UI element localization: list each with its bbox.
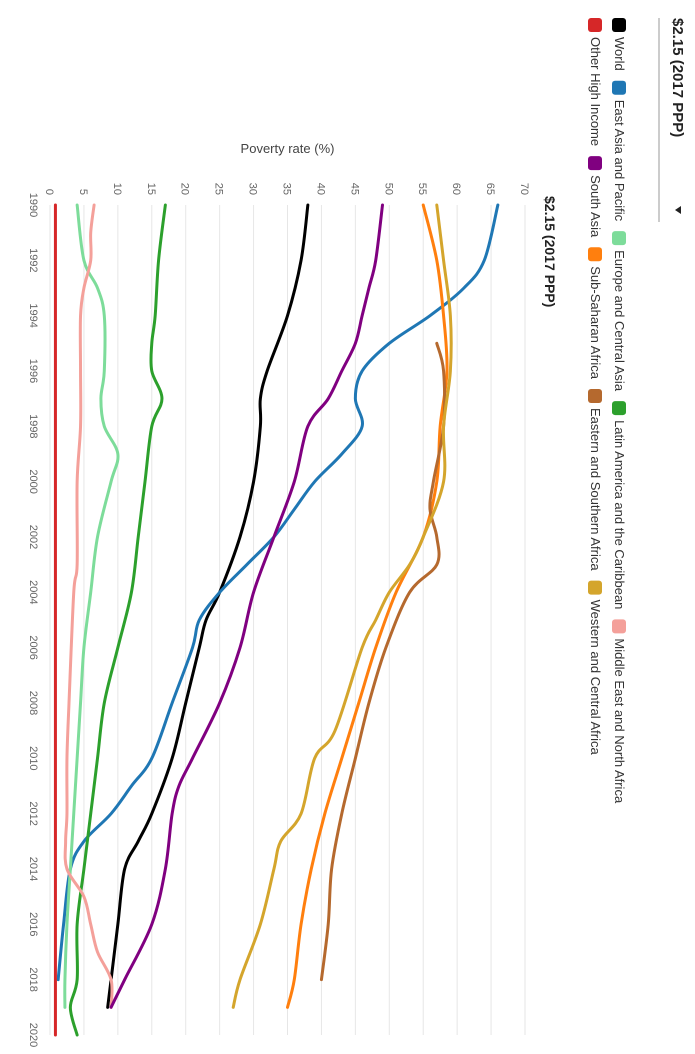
legend-label[interactable]: Western and Central Africa [588,600,603,756]
y-tick-label: 15 [145,183,157,195]
y-tick-label: 25 [213,183,225,195]
legend-swatch [588,389,602,403]
x-tick-label: 2000 [27,469,39,493]
legend-swatch [612,401,626,416]
legend-swatch [612,80,626,95]
legend-swatch [588,156,602,171]
legend-label[interactable]: Other High Income [588,37,603,146]
series-line[interactable] [109,203,384,1009]
indicator-dropdown[interactable]: $2.15 (2017 PPP) [658,18,686,222]
dropdown-selected-value: $2.15 (2017 PPP) [669,18,686,137]
y-tick-label: 5 [77,189,89,195]
caret-down-icon[interactable] [675,206,681,214]
y-axis-label: Poverty rate (%) [241,141,335,156]
series-line[interactable] [286,203,449,1009]
x-tick-label: 1992 [27,248,39,272]
series-line[interactable] [231,203,453,1009]
x-tick-label: 2002 [27,525,39,549]
x-tick-label: 2006 [27,635,39,659]
series-line[interactable] [63,203,120,1009]
x-tick-label: 1996 [27,359,39,383]
legend-label[interactable]: Europe and Central Asia [612,250,627,392]
legend-label[interactable]: South Asia [588,175,603,238]
x-tick-label: 2012 [27,801,39,825]
legend-swatch [612,18,626,32]
series-line[interactable] [56,203,500,982]
y-tick-label: 30 [247,183,259,195]
legend-swatch [588,580,602,595]
legend-label[interactable]: Latin America and the Caribbean [612,420,627,609]
series-line[interactable] [319,341,447,982]
y-tick-label: 35 [281,183,293,195]
legend-swatch [588,18,602,32]
series-line[interactable] [106,203,310,1009]
x-tick-label: 2014 [27,857,39,881]
legend-label[interactable]: Middle East and North Africa [612,638,627,804]
x-tick-label: 2018 [27,967,39,991]
x-tick-label: 2004 [27,580,39,604]
x-tick-label: 2016 [27,912,39,936]
y-tick-label: 45 [348,183,360,195]
x-tick-label: 2010 [27,746,39,770]
y-tick-label: 40 [314,183,326,195]
legend-swatch [612,619,626,634]
legend-label[interactable]: Eastern and Southern Africa [588,408,603,571]
x-tick-label: 1998 [27,414,39,438]
legend-label[interactable]: Sub-Saharan Africa [588,266,603,380]
x-tick-label: 1990 [27,193,39,217]
legend: World East Asia and Pacific Europe and Cen… [588,18,627,804]
y-tick-label: 70 [518,183,530,195]
y-tick-label: 60 [450,183,462,195]
y-tick-label: 10 [111,183,123,195]
legend-label[interactable]: World [612,37,627,71]
y-tick-label: 65 [484,183,496,195]
x-tick-label: 1994 [27,303,39,327]
y-tick-label: 20 [179,183,191,195]
x-tick-label: 2008 [27,691,39,715]
legend-swatch [588,247,602,262]
x-tick-label: 2020 [27,1023,39,1047]
series-line[interactable] [68,203,167,1037]
y-tick-label: 50 [382,183,394,195]
legend-swatch [612,231,626,246]
y-tick-label: 55 [416,183,428,195]
chart-title: $2.15 (2017 PPP) [542,196,558,307]
series-line[interactable] [63,203,114,1009]
plot-area: 0 5 10 15 20 25 30 35 40 45 50 55 60 65 70 1990 1992 1994… [27,141,530,1047]
legend-label[interactable]: East Asia and Pacific [612,100,627,222]
y-tick-label: 0 [43,189,55,195]
